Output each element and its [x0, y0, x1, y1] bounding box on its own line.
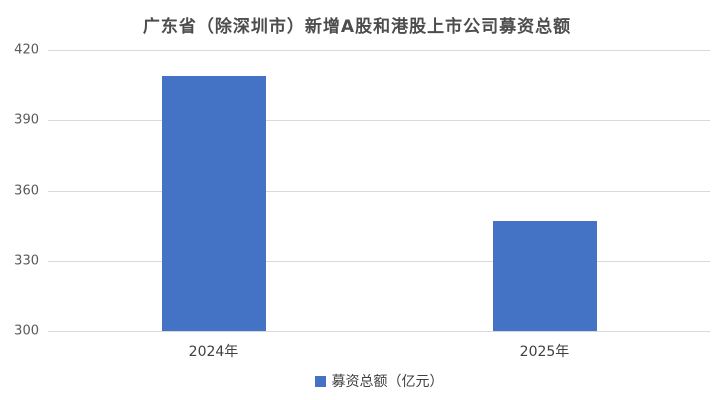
legend[interactable]: 募资总额（亿元） [48, 371, 710, 391]
legend-label: 募资总额（亿元） [331, 374, 444, 390]
gridline [48, 190, 710, 192]
y-tick-label: 420 [14, 42, 39, 58]
bar-2025[interactable] [492, 220, 597, 331]
y-tick-label: 390 [14, 112, 39, 128]
y-tick-label: 330 [14, 253, 39, 269]
gridline [48, 331, 710, 332]
chart-title: 广东省（除深圳市）新增A股和港股上市公司募资总额 [142, 17, 572, 37]
y-tick-label: 360 [14, 183, 39, 198]
legend-swatch-icon [314, 375, 326, 387]
gridline [48, 260, 710, 262]
plot-area: 300 330 360 390 420 2024年 2025年 [14, 43, 710, 360]
x-tick-label: 2024年 [188, 344, 239, 360]
bar-2024[interactable] [161, 75, 266, 331]
gridline [48, 120, 710, 122]
gridline [48, 50, 710, 51]
x-tick-label: 2025年 [519, 344, 570, 360]
y-tick-label: 300 [14, 323, 39, 339]
